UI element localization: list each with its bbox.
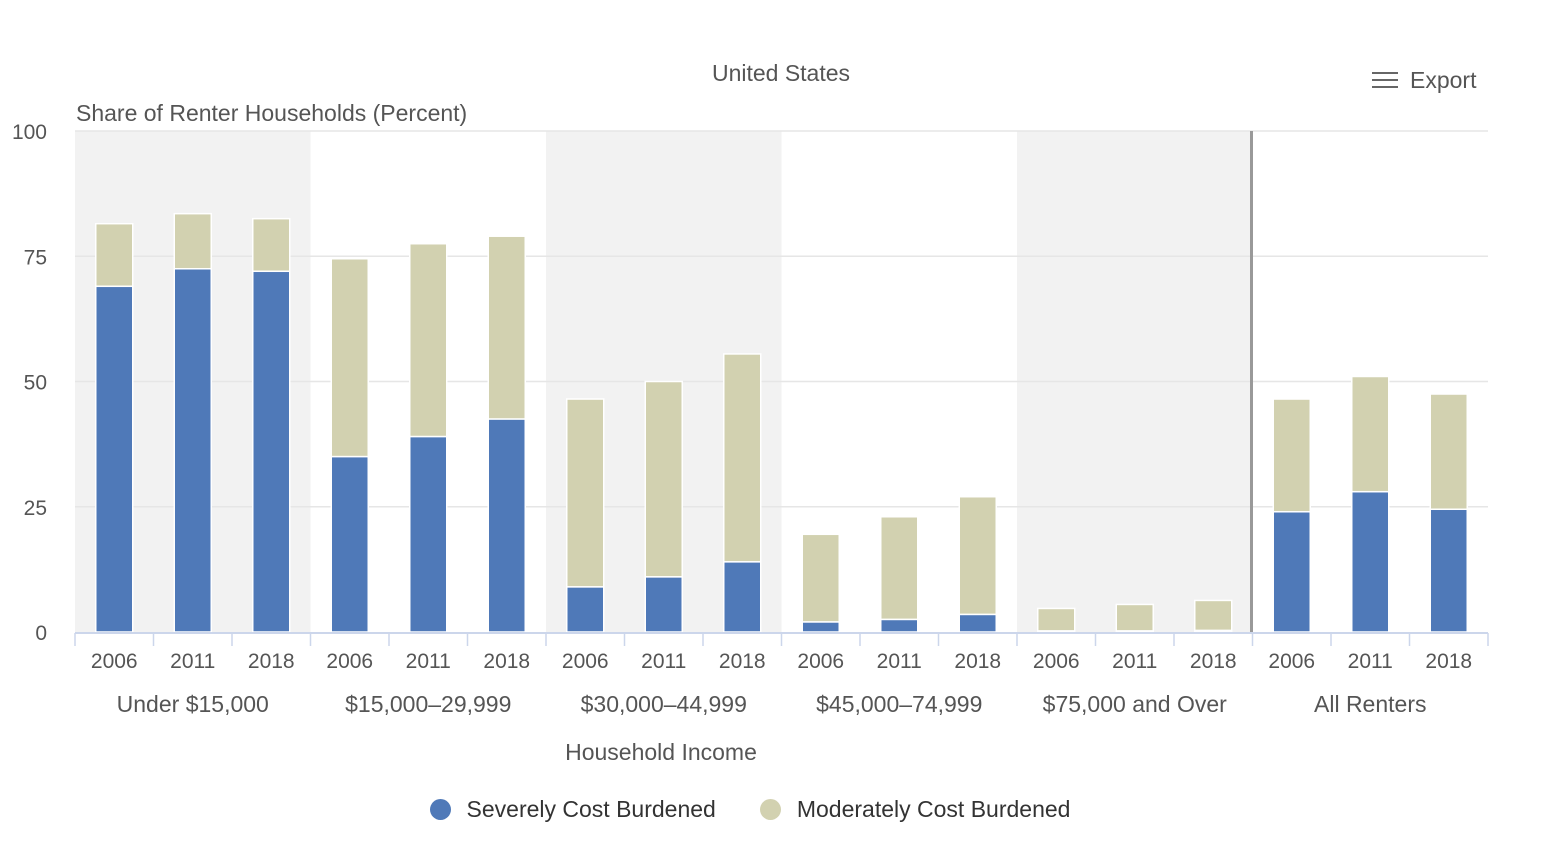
group-label: All Renters [1314, 691, 1426, 717]
bar-moderate [723, 353, 762, 563]
bar-severe [173, 268, 212, 633]
bar-severe [409, 435, 448, 633]
x-axis-title: Household Income [565, 739, 757, 765]
y-tick-label: 100 [12, 121, 47, 144]
x-tick-label: 2018 [954, 650, 1001, 673]
y-tick-label: 0 [35, 622, 47, 645]
bar-severe [566, 586, 605, 633]
x-tick-label: 2018 [719, 650, 766, 673]
bar-moderate [801, 533, 840, 623]
bar-severe [880, 618, 919, 633]
bar-severe [1194, 629, 1233, 633]
bar-severe [723, 561, 762, 633]
legend-item-moderate[interactable]: Moderately Cost Burdened [759, 796, 1071, 823]
bar-moderate [95, 222, 134, 288]
legend-marker-severe [429, 799, 451, 820]
x-tick-label: 2011 [1348, 650, 1393, 673]
x-tick-label: 2006 [1033, 650, 1080, 673]
group-label: $30,000–44,999 [581, 691, 747, 717]
group-label: $45,000–74,999 [816, 691, 982, 717]
group-label: $75,000 and Over [1043, 691, 1227, 717]
group-label: $15,000–29,999 [345, 691, 511, 717]
bar-moderate [1272, 398, 1311, 513]
export-label: Export [1410, 66, 1477, 93]
chart-title: United States [712, 60, 850, 86]
bar-severe [330, 455, 369, 633]
bar-moderate [330, 258, 369, 458]
bar-severe [95, 285, 134, 633]
x-tick-label: 2018 [1190, 650, 1237, 673]
x-tick-label: 2011 [641, 650, 686, 673]
y-tick-label: 50 [24, 372, 47, 395]
bar-severe [1272, 511, 1311, 633]
x-tick-label: 2018 [1425, 650, 1472, 673]
bar-moderate [566, 398, 605, 588]
y-axis-title: Share of Renter Households (Percent) [76, 100, 467, 126]
bar-severe [487, 418, 526, 633]
bar-moderate [1351, 375, 1390, 493]
legend-marker-moderate [759, 799, 781, 820]
x-tick-label: 2011 [406, 650, 451, 673]
bar-moderate [487, 235, 526, 420]
x-tick-label: 2011 [1112, 650, 1157, 673]
legend-label-moderate: Moderately Cost Burdened [796, 796, 1071, 822]
export-button[interactable]: Export [1366, 62, 1482, 98]
y-tick-label: 75 [24, 246, 47, 269]
legend-item-severe[interactable]: Severely Cost Burdened [429, 796, 716, 823]
legend: Severely Cost Burdened Moderately Cost B… [0, 796, 1500, 823]
bar-moderate [409, 242, 448, 438]
x-tick-label: 2011 [877, 650, 922, 673]
bar-moderate [1115, 603, 1154, 632]
bar-moderate [958, 495, 997, 616]
bar-moderate [252, 217, 291, 273]
bar-severe [252, 270, 291, 633]
bar-severe [1351, 490, 1390, 633]
bar-moderate [1037, 607, 1076, 632]
bar-severe [801, 621, 840, 633]
bar-severe [1429, 508, 1468, 633]
x-tick-label: 2006 [797, 650, 844, 673]
x-tick-label: 2006 [1268, 650, 1315, 673]
x-tick-label: 2006 [326, 650, 373, 673]
x-tick-label: 2018 [248, 650, 295, 673]
menu-icon [1372, 71, 1398, 89]
bar-severe [644, 576, 683, 633]
x-tick-label: 2018 [483, 650, 530, 673]
group-label: Under $15,000 [117, 691, 269, 717]
y-tick-label: 25 [24, 497, 47, 520]
bar-moderate [1429, 393, 1468, 511]
bar-severe [958, 613, 997, 633]
legend-label-severe: Severely Cost Burdened [466, 796, 716, 822]
bar-severe [1115, 630, 1154, 633]
bar-severe [1037, 630, 1076, 633]
x-tick-label: 2006 [91, 650, 138, 673]
bar-moderate [1194, 599, 1233, 632]
bar-moderate [173, 212, 212, 270]
x-tick-label: 2011 [170, 650, 215, 673]
bar-moderate [644, 380, 683, 578]
bar-moderate [880, 516, 919, 621]
x-tick-label: 2006 [562, 650, 609, 673]
